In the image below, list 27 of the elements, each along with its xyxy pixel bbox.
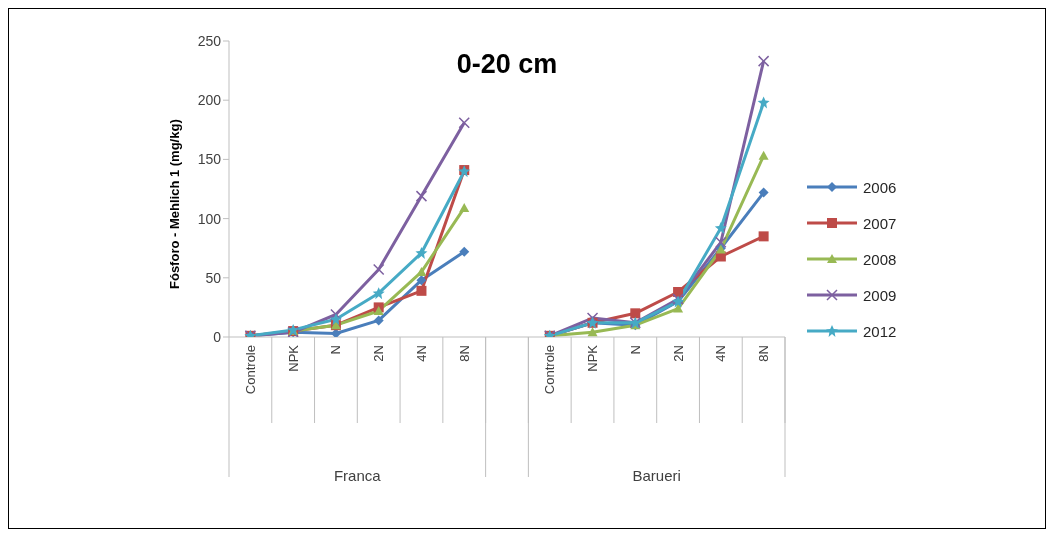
x-tick-label: NPK (285, 344, 301, 372)
y-axis-title: Fósforo - Mehlich 1 (mg/kg) (166, 119, 182, 289)
x-tick-label: 4N (413, 345, 429, 362)
y-tick-label: 150 (197, 151, 222, 168)
y-tick-label: 100 (197, 210, 222, 227)
x-tick-label: Controle (542, 345, 558, 395)
x-tick-label: N (328, 345, 344, 355)
y-tick-label: 0 (213, 328, 222, 345)
x-tick-label: 8N (756, 345, 772, 362)
x-tick-label: Controle (242, 345, 258, 395)
legend-label: 2012 (863, 322, 897, 340)
x-tick-label: NPK (585, 344, 601, 372)
text: Franca (332, 467, 382, 484)
chart-title: 0-20 cm (455, 49, 559, 80)
x-tick-label: N (627, 345, 643, 355)
x-tick-label: 4N (713, 345, 729, 362)
y-tick-label: 200 (197, 92, 222, 109)
legend-label: 2008 (863, 250, 897, 268)
x-tick-label: 2N (371, 345, 387, 362)
y-tick-label: 50 (205, 269, 222, 286)
x-tick-label: 2N (670, 345, 686, 362)
text: Barueri (631, 467, 682, 484)
x-tick-label: 8N (456, 345, 472, 362)
legend-label: 2009 (863, 286, 897, 304)
legend-label: 2006 (863, 178, 897, 196)
legend-label: 2007 (863, 214, 897, 232)
y-tick-label: 250 (197, 32, 222, 49)
